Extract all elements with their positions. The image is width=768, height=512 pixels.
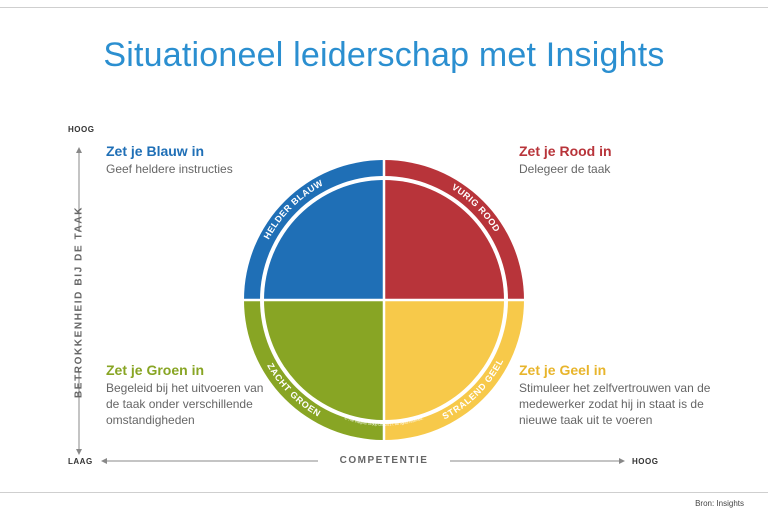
x-axis-label: COMPETENTIE <box>339 455 429 466</box>
x-axis-high-label: HOOG <box>632 457 659 466</box>
quadrant-blauw <box>264 180 384 300</box>
page-title: Situationeel leiderschap met Insights <box>103 36 665 74</box>
bottom-rule <box>0 492 768 493</box>
y-axis-high-label: HOOG <box>68 125 95 134</box>
quadrant-groen <box>264 300 384 420</box>
description-rood: Delegeer de taak <box>519 162 611 176</box>
block-geel: Zet je Geel in Stimuleer het zelfvertrou… <box>519 362 719 428</box>
block-blauw: Zet je Blauw in Geef heldere instructies <box>106 143 331 177</box>
block-groen: Zet je Groen in Begeleid bij het uitvoer… <box>106 362 278 428</box>
heading-rood: Zet je Rood in <box>519 143 612 159</box>
y-axis-label: BETROKKENHEID BIJ DE TAAK <box>73 205 85 399</box>
source-label: Bron: Insights <box>695 499 744 508</box>
top-rule <box>0 7 768 8</box>
heading-geel: Zet je Geel in <box>519 362 607 378</box>
description-geel: Stimuleer het zelfvertrouwen van de mede… <box>519 381 711 427</box>
description-groen: Begeleid bij het uitvoeren van de taak o… <box>106 381 264 427</box>
heading-groen: Zet je Groen in <box>106 362 205 378</box>
y-axis-low-label: LAAG <box>68 457 93 466</box>
heading-blauw: Zet je Blauw in <box>106 143 205 159</box>
block-rood: Zet je Rood in Delegeer de taak <box>519 143 744 177</box>
quadrant-rood <box>384 180 504 300</box>
quadrant-geel <box>384 300 504 420</box>
description-blauw: Geef heldere instructies <box>106 162 233 176</box>
